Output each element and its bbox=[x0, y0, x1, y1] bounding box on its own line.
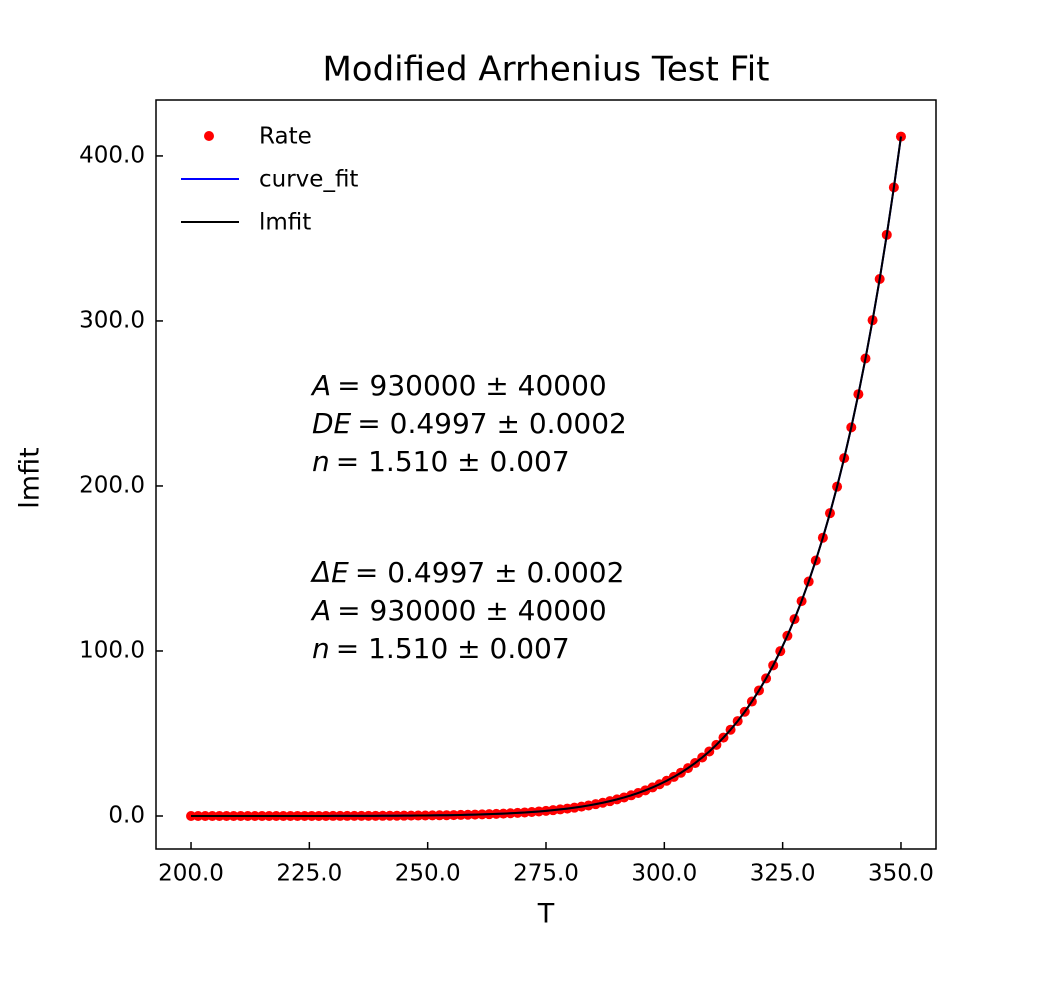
annotation-value: = 930000 ± 40000 bbox=[337, 369, 607, 402]
x-axis-label: T bbox=[537, 899, 555, 930]
legend-label: lmfit bbox=[259, 210, 311, 236]
y-tick-label: 200.0 bbox=[79, 472, 145, 498]
chart-title: Modified Arrhenius Test Fit bbox=[322, 50, 769, 90]
legend-label: Rate bbox=[259, 124, 312, 150]
annotation: ΔE = 0.4997 ± 0.0002 bbox=[310, 556, 624, 589]
annotation: n = 1.510 ± 0.007 bbox=[312, 445, 570, 478]
x-tick-label: 200.0 bbox=[158, 861, 224, 887]
annotation-variable: n bbox=[312, 632, 330, 665]
annotation-value: = 1.510 ± 0.007 bbox=[336, 445, 570, 478]
y-tick-label: 400.0 bbox=[79, 142, 145, 168]
y-axis-label: lmfit bbox=[15, 447, 46, 508]
annotation-variable: n bbox=[312, 445, 330, 478]
annotation-variable: DE bbox=[312, 407, 352, 440]
annotation-value: = 0.4997 ± 0.0002 bbox=[357, 407, 627, 440]
annotation: A = 930000 ± 40000 bbox=[310, 594, 607, 627]
annotation-variable: A bbox=[310, 369, 331, 402]
annotation-variable: A bbox=[310, 594, 331, 627]
legend-label: curve_fit bbox=[259, 167, 358, 193]
annotation: DE = 0.4997 ± 0.0002 bbox=[312, 407, 627, 440]
legend-marker bbox=[204, 131, 214, 141]
annotation-variable: ΔE bbox=[310, 556, 349, 589]
x-tick-label: 325.0 bbox=[750, 861, 816, 887]
plot-area bbox=[186, 131, 906, 821]
y-tick-label: 300.0 bbox=[79, 307, 145, 333]
annotation-value: = 0.4997 ± 0.0002 bbox=[355, 556, 625, 589]
axes-frame bbox=[155, 99, 937, 850]
x-tick-label: 300.0 bbox=[631, 861, 697, 887]
annotation-value: = 930000 ± 40000 bbox=[337, 594, 607, 627]
annotation: A = 930000 ± 40000 bbox=[310, 369, 607, 402]
annotation-value: = 1.510 ± 0.007 bbox=[336, 632, 570, 665]
annotation: n = 1.510 ± 0.007 bbox=[312, 632, 570, 665]
x-tick-label: 275.0 bbox=[513, 861, 579, 887]
x-tick-label: 350.0 bbox=[868, 861, 934, 887]
x-tick-label: 250.0 bbox=[395, 861, 461, 887]
fit-line bbox=[191, 136, 902, 817]
data-point bbox=[895, 131, 906, 142]
x-tick-label: 225.0 bbox=[276, 861, 342, 887]
y-tick-label: 100.0 bbox=[79, 637, 145, 663]
y-tick-label: 0.0 bbox=[108, 802, 145, 828]
